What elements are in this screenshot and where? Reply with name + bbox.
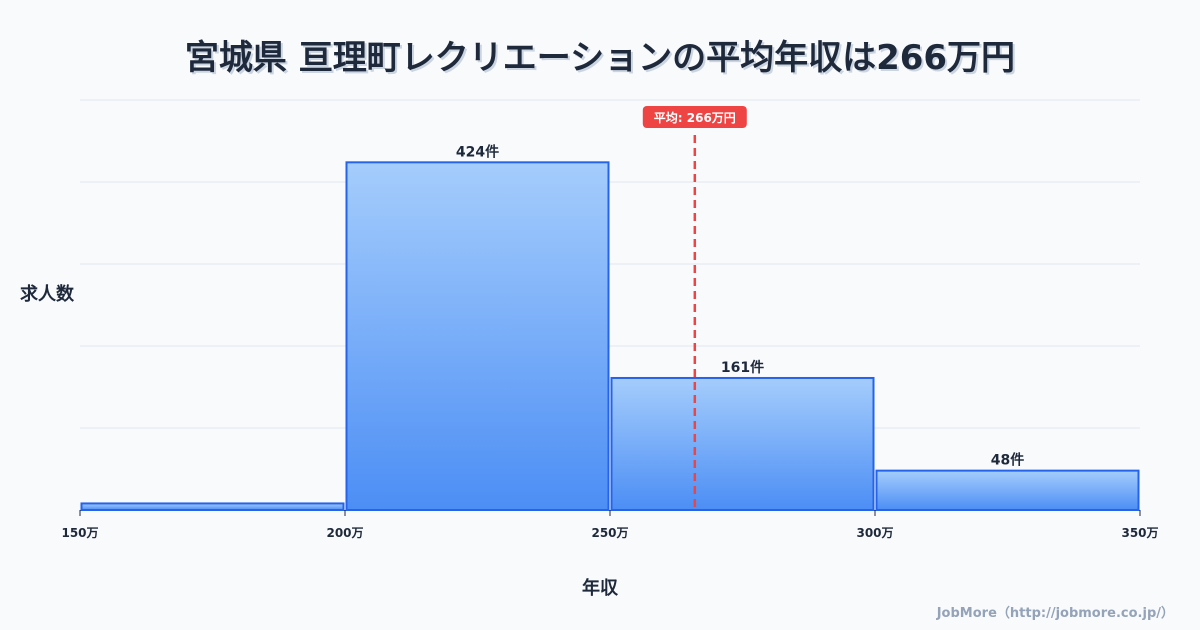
x-tick-label: 300万 [856, 526, 893, 540]
bar-value-label: 161件 [721, 359, 764, 376]
histogram-bar [875, 469, 1140, 512]
x-tick-label: 250万 [591, 526, 628, 540]
x-tick-label: 350万 [1121, 526, 1158, 540]
histogram-bar [345, 161, 610, 511]
credit-text: JobMore（http://jobmore.co.jp/） [936, 606, 1174, 621]
chart-title: 宮城県 亘理町レクリエーションの平均年収は266万円 [184, 38, 1016, 78]
bar-value-label: 424件 [456, 143, 499, 160]
histogram-bar [610, 376, 875, 512]
x-axis-label: 年収 [582, 578, 618, 599]
bar-value-label: 48件 [991, 452, 1024, 469]
x-tick-label: 150万 [61, 526, 98, 540]
mean-label: 平均: 266万円 [654, 110, 736, 125]
histogram-bar [80, 502, 345, 512]
x-tick-label: 200万 [326, 526, 363, 540]
y-axis-label: 求人数 [20, 284, 74, 305]
mean-label-badge [642, 106, 747, 128]
